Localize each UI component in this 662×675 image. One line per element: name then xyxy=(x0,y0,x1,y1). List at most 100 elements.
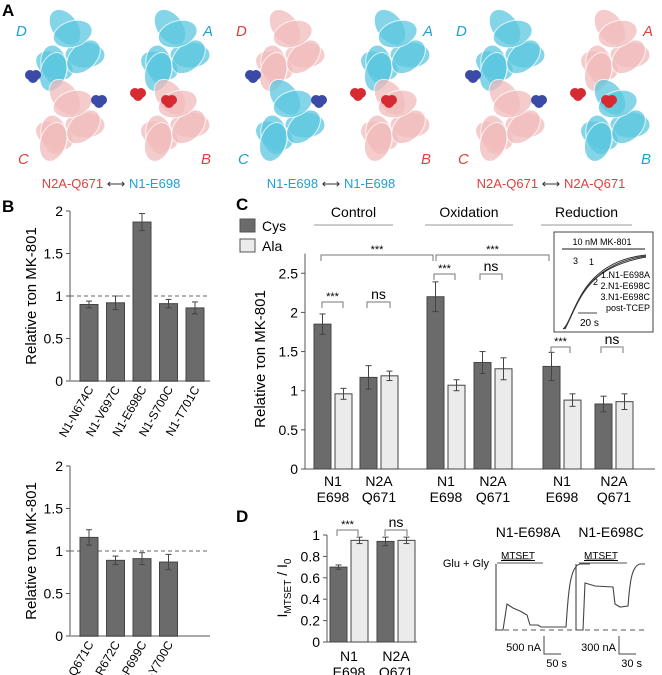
panel-label-d: D xyxy=(236,507,248,526)
significance-bracket xyxy=(384,529,408,536)
ribbon-domain xyxy=(157,19,198,49)
x-tick-label: N1 xyxy=(437,473,455,489)
y-tick-label: 0.2 xyxy=(301,613,321,629)
trace-title: N1-E698A xyxy=(496,524,561,540)
y-tick-label: 0 xyxy=(312,634,320,650)
x-tick-label: E698 xyxy=(546,489,579,505)
residue-sphere xyxy=(251,70,261,80)
x-tick-label: E698 xyxy=(317,489,350,505)
y-tick-label: 1 xyxy=(290,383,298,399)
x-tick-label: N1 xyxy=(340,648,358,664)
significance-label: *** xyxy=(341,519,355,531)
significance-bracket xyxy=(366,301,391,308)
subunit-label-C: C xyxy=(458,151,469,168)
ribbon-domain xyxy=(583,122,613,162)
inset-legend-item: 1.N1-E698A xyxy=(601,270,650,280)
bar xyxy=(106,302,125,382)
y-tick-label: 0.5 xyxy=(44,331,64,347)
ribbon-domain xyxy=(377,19,418,49)
y-tick-label: 0 xyxy=(55,628,63,644)
bar-ala xyxy=(334,393,353,470)
bar-cys xyxy=(376,540,395,643)
ribbon-domain xyxy=(492,19,533,49)
bar xyxy=(185,307,205,382)
residue-sphere xyxy=(167,95,177,105)
x-tick-label: N2A xyxy=(600,473,628,489)
bar-cys xyxy=(426,296,445,470)
residue-sphere xyxy=(97,95,107,105)
current-trace xyxy=(495,563,590,631)
bar-ala xyxy=(563,399,582,470)
panel-label-b: B xyxy=(2,197,14,216)
significance-label: ns xyxy=(371,286,386,302)
significance-bracket xyxy=(550,346,571,353)
subunit-label-A: A xyxy=(422,23,433,40)
x-tick-label: E698 xyxy=(430,489,463,505)
x-tick-label: E698 xyxy=(333,664,366,675)
residue-sphere xyxy=(31,70,41,80)
residue-sphere xyxy=(576,88,586,98)
y-tick-label: 2.5 xyxy=(279,265,299,281)
y-tick-label: 2 xyxy=(55,458,63,474)
bar xyxy=(159,561,178,637)
panel-label-a: A xyxy=(2,1,14,20)
pair-caption: N1-E698 ⟷ N1-E698 xyxy=(267,176,396,191)
bar-cys xyxy=(473,362,492,470)
ribbon-domain xyxy=(611,109,646,145)
ribbon-domain xyxy=(597,19,638,49)
ribbon-domain xyxy=(272,19,313,49)
scale-bar xyxy=(618,636,636,655)
ribbon-domain xyxy=(258,122,288,162)
significance-bracket xyxy=(336,529,359,536)
time-scale-label: 50 s xyxy=(546,658,567,670)
ribbon-domain xyxy=(171,39,206,75)
caption-right: N1-E698 xyxy=(129,176,180,191)
significance-bracket xyxy=(433,273,456,280)
ylabel-sub: MTSET xyxy=(283,580,294,614)
residue-sphere xyxy=(607,95,617,105)
bar xyxy=(79,304,99,382)
bar-cys xyxy=(542,365,561,470)
legend-label: Cys xyxy=(262,218,286,234)
caption-left: N2A-Q671 xyxy=(42,176,103,191)
curve-label: 1 xyxy=(589,257,594,267)
scale-bar-label: 20 s xyxy=(580,318,599,329)
residue-sphere xyxy=(471,70,481,80)
significance-bracket xyxy=(320,254,434,261)
ribbon-domain xyxy=(143,122,173,162)
y-tick-label: 0.4 xyxy=(301,591,321,607)
ylabel-main: I xyxy=(274,614,290,618)
arrow-icon: ⟷ xyxy=(318,176,344,191)
scale-bar xyxy=(543,636,561,655)
significance-bracket xyxy=(321,301,344,308)
significance-label: *** xyxy=(554,336,568,348)
mtset-label: MTSET xyxy=(584,551,618,562)
ribbon-domain xyxy=(66,109,101,145)
legend-swatch-cys xyxy=(239,218,256,233)
y-tick-label: 0.5 xyxy=(279,422,299,438)
panel-c: C 0 0.5 1 1.5 2 2.5 Relative τon MK-801 Cys Ala C… xyxy=(236,195,655,505)
significance-label: *** xyxy=(438,263,452,275)
y-axis-label: Relative τon MK-801 xyxy=(252,290,269,428)
arrow-icon: ⟷ xyxy=(103,176,129,191)
subunit-label-D: D xyxy=(456,23,467,40)
inset-legend-item: 3.N1-E698C xyxy=(600,292,650,302)
subunit-label-A: A xyxy=(642,23,653,40)
ribbon-domain xyxy=(66,39,101,75)
y-tick-label: 0.5 xyxy=(44,586,64,602)
bar-ala xyxy=(350,539,369,643)
inset-legend-item: 2.N1-E698C xyxy=(600,281,650,291)
bar xyxy=(106,559,125,637)
ribbon-domain xyxy=(286,109,321,145)
inset-legend-item: post-TCEP xyxy=(606,303,650,313)
significance-bracket xyxy=(435,254,550,261)
current-scale-label: 500 nA xyxy=(506,642,542,654)
residue-sphere xyxy=(537,95,547,105)
bar xyxy=(159,303,178,382)
pair-caption: N2A-Q671 ⟷ N2A-Q671 xyxy=(477,176,626,191)
y-tick-label: 1.5 xyxy=(279,344,299,360)
